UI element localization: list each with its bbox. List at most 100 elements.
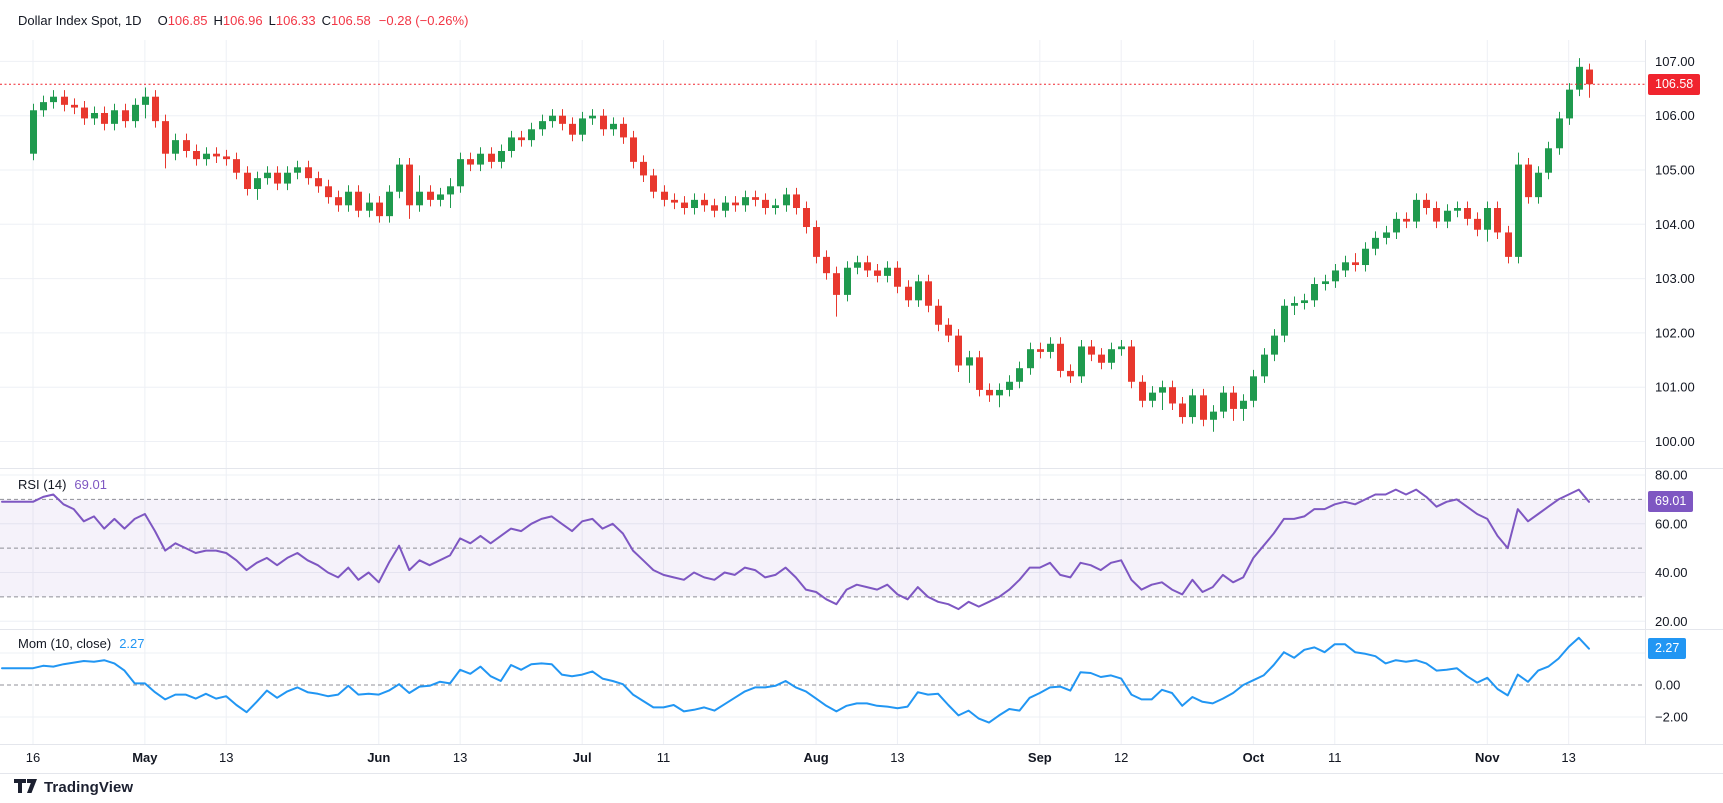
candle-body bbox=[1545, 148, 1552, 173]
price-legend: Dollar Index Spot, 1D O106.85 H106.96 L106.… bbox=[18, 13, 468, 28]
candle-body bbox=[650, 175, 657, 192]
candle-body bbox=[50, 96, 57, 103]
candle-body bbox=[905, 286, 912, 301]
tv-logo-text: TradingView bbox=[44, 779, 134, 796]
candle-body bbox=[1484, 208, 1491, 230]
axis-label: Aug bbox=[803, 750, 828, 765]
candle-body bbox=[71, 104, 78, 108]
gridlines bbox=[0, 40, 1645, 744]
candle-body bbox=[345, 191, 352, 206]
candle-body bbox=[254, 178, 261, 190]
candle-body bbox=[1281, 305, 1288, 336]
candle-body bbox=[427, 191, 434, 200]
candle-body bbox=[1301, 300, 1308, 304]
close-value: 106.58 bbox=[331, 13, 371, 28]
axis-label: 106.00 bbox=[1655, 108, 1695, 123]
candle-body bbox=[579, 118, 586, 135]
candle-body bbox=[1057, 343, 1064, 371]
candle-body bbox=[742, 197, 749, 206]
candle-body bbox=[1362, 248, 1369, 266]
axis-label: 80.00 bbox=[1655, 468, 1688, 483]
candle-body bbox=[864, 262, 871, 271]
candle-body bbox=[1403, 218, 1410, 222]
candle-body bbox=[1413, 199, 1420, 222]
candle-body bbox=[213, 153, 220, 157]
high-value: 106.96 bbox=[222, 13, 263, 28]
candle-body bbox=[111, 110, 118, 124]
tradingview-logo[interactable]: TradingView bbox=[14, 779, 133, 796]
candle-body bbox=[1322, 281, 1329, 285]
axis-label: Oct bbox=[1243, 750, 1265, 765]
candle-body bbox=[661, 191, 668, 200]
candle-body bbox=[1240, 400, 1247, 409]
axis-label: 102.00 bbox=[1655, 325, 1695, 340]
candle-body bbox=[1169, 387, 1176, 404]
rsi-line bbox=[1, 488, 1590, 611]
axis-label: 60.00 bbox=[1655, 516, 1688, 531]
candle-body bbox=[640, 161, 647, 176]
candle-body bbox=[620, 123, 627, 138]
candle-body bbox=[925, 281, 932, 306]
candle-body bbox=[569, 123, 576, 135]
candle-body bbox=[30, 110, 37, 154]
candle-body bbox=[284, 172, 291, 184]
axis-label: May bbox=[132, 750, 158, 765]
candle-body bbox=[1423, 199, 1430, 209]
time-axis-region[interactable] bbox=[0, 745, 1645, 773]
candle-body bbox=[884, 267, 891, 276]
candle-body bbox=[1342, 262, 1349, 271]
candle-body bbox=[783, 194, 790, 206]
candle-body bbox=[294, 167, 301, 173]
candle-body bbox=[803, 208, 810, 228]
candle-body bbox=[172, 140, 179, 154]
candle-body bbox=[1383, 232, 1390, 238]
candle-body bbox=[437, 194, 444, 200]
high-label: H bbox=[213, 13, 223, 28]
candle-body bbox=[132, 104, 139, 122]
candle-body bbox=[1149, 392, 1156, 401]
change-value: −0.28 (−0.26%) bbox=[378, 13, 469, 28]
candle-body bbox=[549, 115, 556, 122]
candle-body bbox=[1271, 335, 1278, 355]
axis-label: 20.00 bbox=[1655, 614, 1688, 629]
axis-label: 103.00 bbox=[1655, 271, 1695, 286]
candle-body bbox=[1159, 387, 1166, 393]
candle-body bbox=[1179, 403, 1186, 418]
axis-label: Nov bbox=[1475, 750, 1500, 765]
candle-body bbox=[1393, 218, 1400, 233]
candle-body bbox=[894, 267, 901, 287]
candle-body bbox=[1494, 208, 1501, 233]
candle-body bbox=[91, 112, 98, 119]
axis-label: 11 bbox=[657, 750, 671, 765]
candle-body bbox=[1505, 232, 1512, 257]
candle-body bbox=[1464, 208, 1471, 219]
candle-body bbox=[396, 164, 403, 192]
axis-label: 105.00 bbox=[1655, 163, 1695, 178]
candle-body bbox=[630, 137, 637, 162]
candle-body bbox=[1311, 284, 1318, 301]
candle-body bbox=[193, 150, 200, 160]
candle-body bbox=[732, 202, 739, 206]
candle-body bbox=[1444, 210, 1451, 222]
candle-body bbox=[335, 197, 342, 206]
candle-body bbox=[996, 389, 1003, 396]
candle-body bbox=[223, 156, 230, 160]
candle-body bbox=[935, 305, 942, 325]
candle-body bbox=[823, 256, 830, 274]
mom-line bbox=[1, 636, 1590, 724]
candle-body bbox=[610, 123, 617, 130]
candle-body bbox=[152, 96, 159, 122]
candle-body bbox=[1128, 346, 1135, 382]
candle-body bbox=[183, 140, 190, 151]
price-axis-region[interactable] bbox=[1645, 40, 1723, 774]
candle-body bbox=[671, 199, 678, 203]
candle-body bbox=[325, 186, 332, 198]
candle-body bbox=[1515, 164, 1522, 257]
candle-body bbox=[1027, 349, 1034, 369]
candle-body bbox=[142, 96, 149, 105]
candle-body bbox=[539, 121, 546, 130]
low-value: 106.33 bbox=[275, 13, 316, 28]
candle-body bbox=[244, 172, 251, 190]
